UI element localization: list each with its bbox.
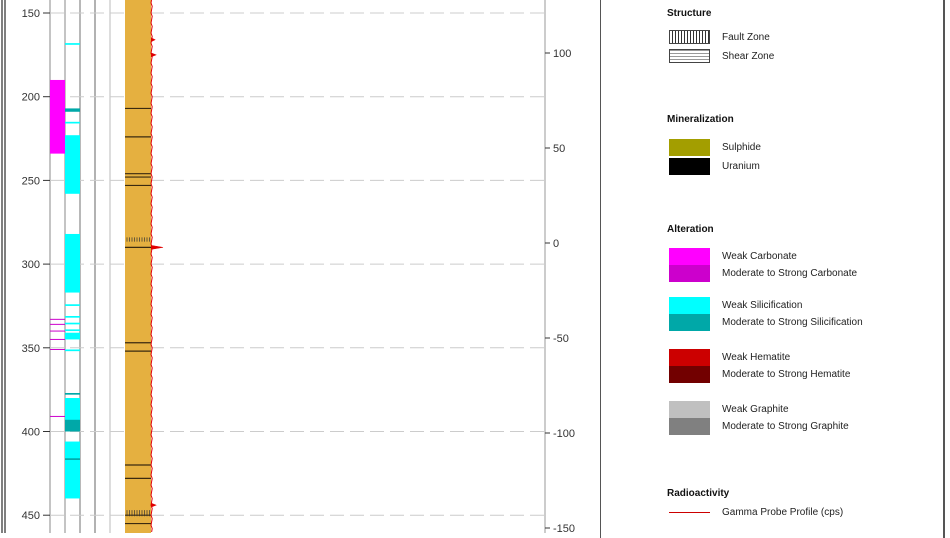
gamma-spike [150, 52, 157, 58]
elevation-axis: 100 50 0 -50 -100 -150 [544, 0, 575, 533]
silicification-weak-interval [65, 233, 80, 293]
alteration-label: Weak Graphite [722, 403, 789, 415]
silicification-strong-interval [65, 392, 80, 395]
sulphide-swatch [669, 138, 710, 156]
legend-radioactivity-title: Radioactivity [667, 488, 730, 499]
silicification-strong-interval [65, 108, 80, 112]
elevation-tick-label: 100 [553, 48, 571, 60]
depth-tick-label: 350 [22, 343, 40, 355]
silicification-weak-interval [65, 329, 80, 332]
legend-alteration-item: Weak Hematite [669, 348, 790, 366]
alteration-swatch [669, 296, 710, 314]
carbonate-interval [50, 79, 65, 154]
log-frame [1, 0, 111, 533]
elevation-tick-label: 50 [553, 143, 565, 155]
alteration-swatch [669, 348, 710, 366]
legend-uranium: Uranium [669, 157, 760, 175]
depth-tick-label: 400 [22, 427, 40, 439]
alteration-label: Weak Hematite [722, 351, 791, 363]
elevation-tick-label: -150 [553, 523, 575, 533]
legend-sulphide: Sulphide [669, 138, 761, 156]
alteration-label: Weak Carbonate [722, 250, 797, 262]
alteration-swatch [669, 400, 710, 418]
silicification-strong-interval [65, 419, 80, 432]
elevation-tick-label: -100 [553, 428, 575, 440]
legend-alteration-title: Alteration [667, 224, 714, 235]
gamma-spike [150, 37, 156, 43]
alteration-columns [50, 43, 80, 499]
silicification-weak-interval [65, 441, 80, 499]
silicification-weak-interval [65, 398, 80, 424]
depth-gridlines [50, 12, 545, 516]
silicification-weak-interval [65, 349, 80, 352]
legend-alteration-item: Moderate to Strong Hematite [669, 365, 850, 383]
silicification-weak-interval [65, 121, 80, 124]
legend-gamma-probe: Gamma Probe Profile (cps) [669, 503, 843, 521]
legend-alteration-item: Moderate to Strong Silicification [669, 313, 863, 331]
legend-alteration-item: Weak Carbonate [669, 247, 797, 265]
shear-zone-swatch [669, 49, 710, 63]
alteration-swatch [669, 313, 710, 331]
depth-tick-label: 150 [22, 8, 40, 20]
legend-shear-zone: Shear Zone [669, 47, 774, 65]
alteration-label: Weak Silicification [722, 299, 803, 311]
elevation-tick-label: 0 [553, 238, 559, 250]
legend-panel: Structure Fault Zone Shear Zone Minerali… [600, 0, 945, 538]
elevation-tick-label: -50 [553, 333, 569, 345]
silicification-weak-interval [65, 43, 80, 45]
alteration-label: Moderate to Strong Carbonate [722, 267, 858, 279]
fault-zone-swatch [669, 30, 710, 44]
depth-tick-label: 450 [22, 510, 40, 522]
alteration-label: Moderate to Strong Graphite [722, 420, 849, 432]
legend-structure-title: Structure [667, 8, 712, 19]
lithology-bar [125, 0, 151, 533]
legend-fault-zone: Fault Zone [669, 28, 770, 46]
drill-log: 150 200 250 300 350 400 450 100 50 0 -50 -100 -150 [1, 0, 575, 533]
gamma-line-swatch [669, 511, 710, 513]
alteration-label: Moderate to Strong Silicification [722, 316, 863, 328]
alteration-label: Moderate to Strong Hematite [722, 368, 851, 380]
legend-alteration-item: Weak Graphite [669, 400, 789, 418]
alteration-swatch [669, 417, 710, 435]
silicification-weak-interval [65, 304, 80, 306]
legend-alteration-item: Weak Silicification [669, 296, 802, 314]
depth-axis: 150 200 250 300 350 400 450 [22, 8, 50, 522]
uranium-swatch [669, 157, 710, 175]
gamma-trace [150, 0, 153, 533]
alteration-swatch [669, 365, 710, 383]
silicification-strong-interval [65, 458, 80, 460]
lithology-column [125, 0, 151, 533]
legend-alteration-item: Moderate to Strong Graphite [669, 417, 849, 435]
legend-mineralization-title: Mineralization [667, 114, 734, 125]
silicification-weak-interval [65, 135, 80, 194]
gamma-profile [150, 0, 164, 533]
depth-tick-label: 300 [22, 259, 40, 271]
gamma-spike [150, 245, 164, 250]
depth-tick-label: 200 [22, 92, 40, 104]
silicification-weak-interval [65, 332, 80, 340]
alteration-swatch [669, 264, 710, 282]
legend-alteration-item: Moderate to Strong Carbonate [669, 264, 857, 282]
gamma-spike [150, 502, 157, 508]
silicification-weak-interval [65, 315, 80, 318]
depth-tick-label: 250 [22, 175, 40, 187]
silicification-weak-interval [65, 322, 80, 325]
alteration-swatch [669, 247, 710, 265]
